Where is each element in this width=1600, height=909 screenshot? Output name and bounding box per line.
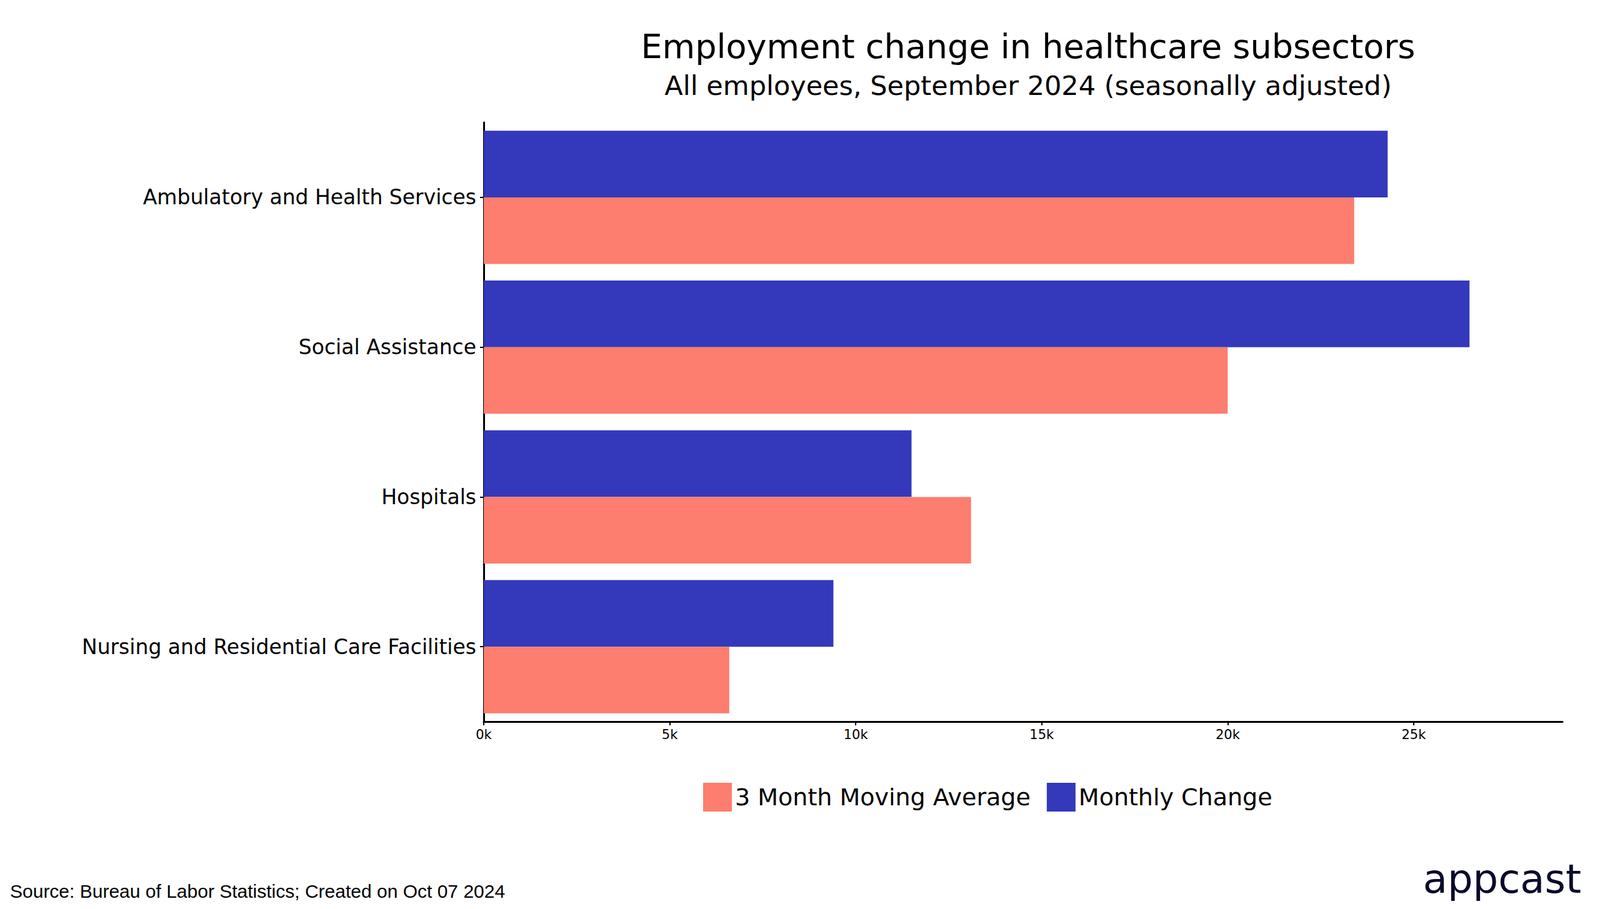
- svg-text:20k: 20k: [1215, 727, 1241, 743]
- svg-text:Monthly Change: Monthly Change: [1078, 783, 1273, 812]
- svg-text:Ambulatory and Health Services: Ambulatory and Health Services: [143, 185, 477, 210]
- svg-text:15k: 15k: [1029, 727, 1055, 743]
- svg-text:Source: Bureau of Labor Statis: Source: Bureau of Labor Statistics; Crea…: [10, 881, 505, 902]
- svg-text:All employees, September 2024: All employees, September 2024 (seasonall…: [664, 70, 1392, 102]
- svg-text:10k: 10k: [843, 727, 869, 743]
- svg-text:25k: 25k: [1401, 727, 1427, 743]
- svg-text:appcast: appcast: [1423, 856, 1582, 903]
- svg-text:Nursing and Residential Care F: Nursing and Residential Care Facilities: [81, 635, 477, 660]
- svg-text:Hospitals: Hospitals: [381, 485, 477, 510]
- svg-text:5k: 5k: [661, 727, 679, 743]
- svg-text:3 Month Moving Average: 3 Month Moving Average: [735, 783, 1031, 812]
- svg-text:Social Assistance: Social Assistance: [298, 335, 477, 360]
- svg-text:Employment change in healthcar: Employment change in healthcare subsecto…: [640, 26, 1415, 67]
- svg-text:0k: 0k: [475, 727, 492, 743]
